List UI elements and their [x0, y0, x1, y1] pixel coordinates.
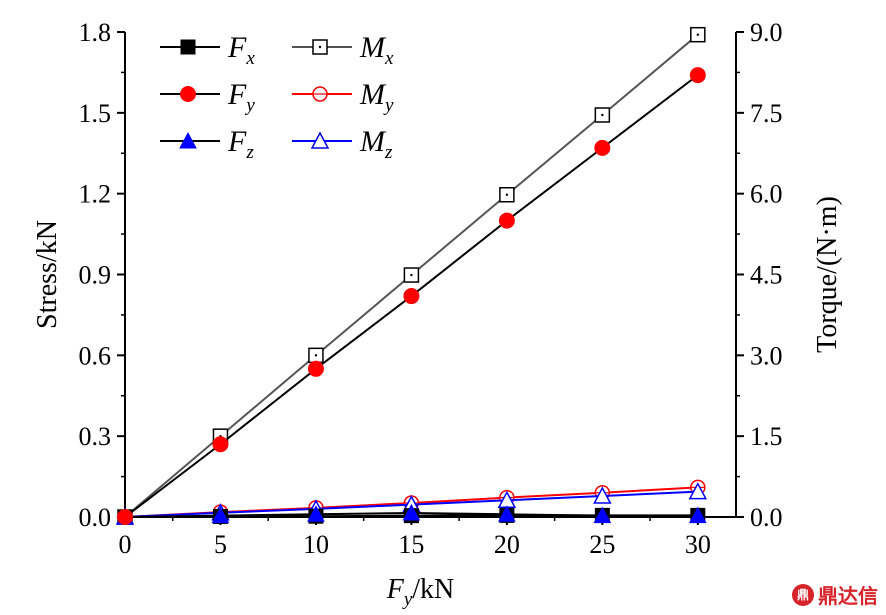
series-Fz	[116, 503, 707, 525]
legend-marker-Fx	[180, 39, 196, 55]
point-Mx-dot	[601, 113, 604, 117]
point-Mz	[688, 482, 708, 500]
point-Mz	[593, 486, 612, 504]
y-left-tick-label: 0.9	[79, 261, 112, 290]
point-Fz	[211, 506, 230, 524]
legend-marker-Mx-dot	[318, 45, 322, 49]
point-Fz	[307, 505, 325, 522]
x-tick-label: 25	[589, 530, 615, 559]
point-Fy	[594, 139, 611, 156]
legend-label-Mz: Mz	[359, 125, 393, 163]
y-left-tick-label: 1.5	[79, 99, 112, 128]
y-left-tick-label: 0.3	[79, 422, 112, 451]
x-tick-label: 30	[685, 530, 711, 559]
point-Mx-dot	[696, 33, 700, 36]
watermark: 鼎 鼎达信	[792, 580, 878, 609]
series-Fy	[117, 67, 706, 525]
y-right-tick-label: 0.0	[750, 503, 783, 532]
y-axis-left-title: Stress/kN	[32, 220, 63, 329]
y-right-tick-label: 4.5	[750, 261, 783, 290]
legend-label-Fx: Fx	[227, 31, 255, 69]
legend-marker-Mz	[310, 131, 330, 149]
point-Fy	[117, 509, 133, 525]
legend-label-My: My	[359, 78, 394, 116]
x-tick-label: 0	[119, 530, 132, 559]
watermark-text: 鼎达信	[818, 584, 878, 608]
y-axis-right-title: Torque/(N·m)	[812, 196, 843, 353]
y-left-tick-label: 0.6	[79, 341, 112, 370]
point-Fy	[689, 67, 706, 84]
point-Fz	[402, 503, 421, 521]
point-Fy	[403, 288, 420, 305]
point-Fy	[212, 436, 229, 453]
series-Mx	[117, 26, 706, 525]
legend-label-Fz: Fz	[227, 125, 254, 163]
x-tick-label: 10	[303, 530, 329, 559]
x-tick-label: 15	[398, 530, 424, 559]
point-Fz	[688, 506, 707, 524]
legend-item-My: My	[292, 78, 394, 116]
legend-item-Fz: Fz	[160, 125, 254, 163]
legend-label-Fy: Fy	[227, 78, 255, 116]
point-Fz	[593, 506, 612, 524]
x-tick-label: 5	[214, 530, 227, 559]
y-right-tick-label: 9.0	[750, 18, 783, 47]
y-right-tick-label: 7.5	[750, 99, 783, 128]
y-left-tick-label: 1.8	[79, 18, 112, 47]
legend-marker-Fy	[180, 86, 196, 102]
legend-item-Mz: Mz	[292, 125, 393, 163]
x-axis-title: Fy/kN	[386, 574, 455, 610]
watermark-logo-icon: 鼎	[792, 583, 814, 606]
x-tick-label: 20	[494, 530, 520, 559]
point-Mx-dot	[314, 354, 318, 357]
legend-item-Fx: Fx	[160, 31, 255, 69]
y-right-tick-label: 6.0	[750, 180, 783, 209]
point-Fy	[307, 360, 324, 377]
point-Mx-dot	[410, 273, 413, 277]
legend-item-Mx: Mx	[292, 31, 394, 69]
axis-labels: 0 5 10 15 20 25 30 0.0 0.3 0.6 0.9 1.2 1.5 1.8 0.0 1.5 3…	[32, 18, 843, 610]
y-left-tick-label: 0.0	[79, 503, 112, 532]
y-right-tick-label: 1.5	[750, 422, 783, 451]
point-Fy	[498, 212, 515, 229]
legend-item-Fy: Fy	[160, 78, 255, 116]
series-layer	[115, 26, 708, 525]
point-Mx-dot	[505, 193, 509, 196]
legend-marker-Fz	[179, 131, 197, 149]
legend-label-Mx: Mx	[359, 31, 394, 69]
point-Fz	[498, 505, 516, 522]
y-right-tick-label: 3.0	[750, 341, 783, 370]
legend: Fx Fy Fz Mx My Mz	[160, 31, 394, 163]
y-left-tick-label: 1.2	[79, 180, 112, 209]
